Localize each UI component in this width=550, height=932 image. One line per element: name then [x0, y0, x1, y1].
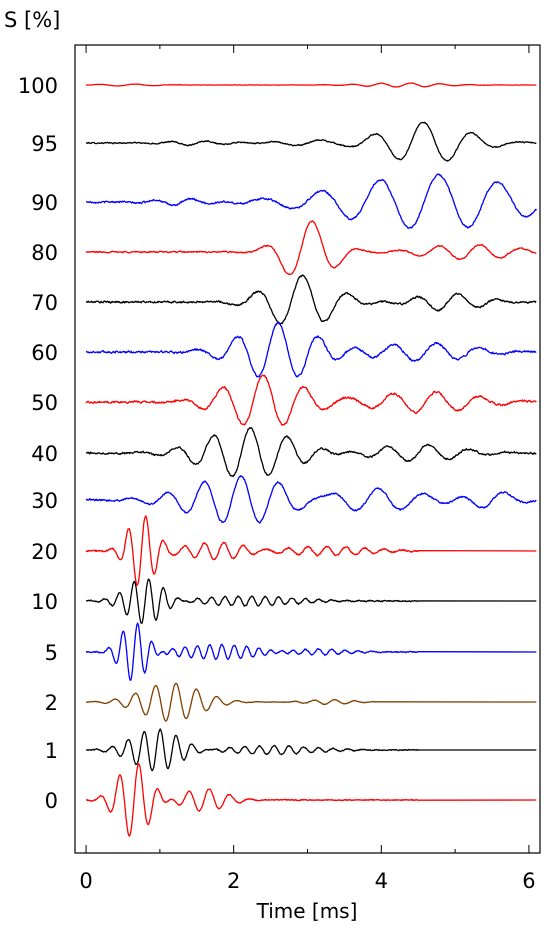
trace-90 — [85, 173, 537, 230]
trace-1 — [86, 728, 537, 772]
row-label-95: 95 — [31, 132, 58, 156]
trace-100 — [85, 82, 537, 88]
row-label-40: 40 — [31, 442, 58, 466]
row-label-5: 5 — [45, 641, 58, 665]
row-label-70: 70 — [31, 291, 58, 315]
traces — [85, 82, 537, 838]
x-tick-label: 0 — [79, 869, 92, 893]
trace-10 — [86, 578, 537, 624]
trace-70 — [85, 274, 537, 326]
row-label-20: 20 — [31, 540, 58, 564]
trace-2 — [85, 682, 537, 722]
row-label-100: 100 — [18, 74, 58, 98]
x-tick-label: 6 — [522, 869, 535, 893]
row-label-50: 50 — [31, 391, 58, 415]
row-label-0: 0 — [45, 789, 58, 813]
row-label-10: 10 — [31, 590, 58, 614]
row-label-90: 90 — [31, 191, 58, 215]
trace-95 — [85, 121, 537, 162]
trace-60 — [85, 322, 537, 378]
trace-80 — [85, 220, 537, 276]
row-label-1: 1 — [45, 739, 58, 763]
tick-marks — [85, 45, 530, 853]
trace-5 — [85, 622, 537, 681]
trace-50 — [85, 374, 537, 426]
trace-40 — [85, 426, 537, 478]
trace-20 — [85, 514, 537, 586]
y-axis-label: S [%] — [4, 8, 60, 32]
x-tick-label: 2 — [227, 869, 240, 893]
row-label-80: 80 — [31, 241, 58, 265]
trace-30 — [85, 474, 537, 524]
row-label-30: 30 — [31, 489, 58, 513]
row-label-60: 60 — [31, 341, 58, 365]
row-label-2: 2 — [45, 691, 58, 715]
x-tick-label: 4 — [375, 869, 388, 893]
x-axis-label: Time [ms] — [256, 899, 358, 923]
x-tick-labels: 0 2 4 6 — [79, 869, 535, 893]
trace-0 — [85, 763, 537, 838]
